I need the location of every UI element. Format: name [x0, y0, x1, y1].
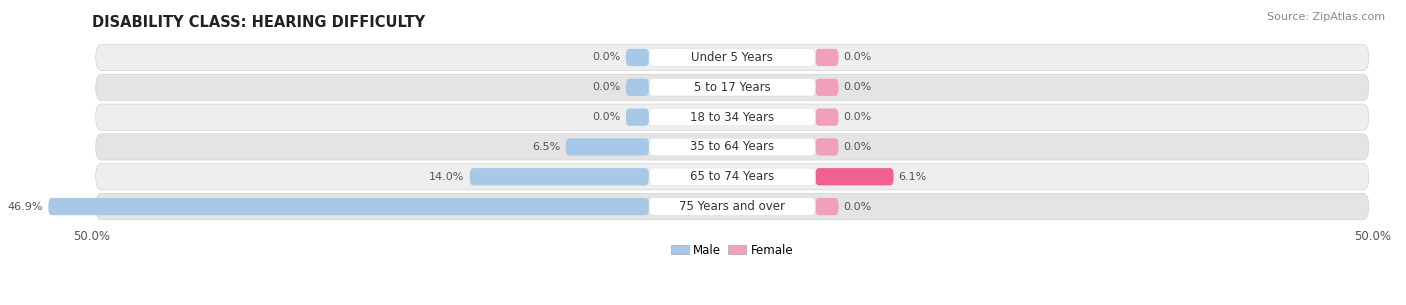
FancyBboxPatch shape [815, 138, 838, 156]
Text: 5 to 17 Years: 5 to 17 Years [693, 81, 770, 94]
FancyBboxPatch shape [96, 44, 1368, 71]
FancyBboxPatch shape [815, 49, 838, 66]
FancyBboxPatch shape [650, 79, 815, 96]
FancyBboxPatch shape [815, 168, 894, 185]
Text: 18 to 34 Years: 18 to 34 Years [690, 111, 775, 124]
Text: 75 Years and over: 75 Years and over [679, 200, 785, 213]
Text: 65 to 74 Years: 65 to 74 Years [690, 170, 775, 183]
FancyBboxPatch shape [815, 198, 838, 215]
FancyBboxPatch shape [96, 134, 1368, 160]
Text: 0.0%: 0.0% [592, 82, 621, 92]
Text: 46.9%: 46.9% [8, 202, 44, 212]
FancyBboxPatch shape [650, 109, 815, 126]
FancyBboxPatch shape [650, 198, 815, 215]
Text: 0.0%: 0.0% [844, 52, 872, 63]
FancyBboxPatch shape [626, 49, 650, 66]
Legend: Male, Female: Male, Female [666, 239, 799, 261]
Text: 0.0%: 0.0% [592, 112, 621, 122]
Text: 6.1%: 6.1% [898, 172, 927, 182]
Text: DISABILITY CLASS: HEARING DIFFICULTY: DISABILITY CLASS: HEARING DIFFICULTY [91, 15, 425, 30]
FancyBboxPatch shape [815, 109, 838, 126]
Text: 14.0%: 14.0% [429, 172, 464, 182]
FancyBboxPatch shape [96, 104, 1368, 130]
Text: 0.0%: 0.0% [844, 112, 872, 122]
Text: 0.0%: 0.0% [844, 142, 872, 152]
Text: Source: ZipAtlas.com: Source: ZipAtlas.com [1267, 12, 1385, 22]
Text: 6.5%: 6.5% [533, 142, 561, 152]
FancyBboxPatch shape [565, 138, 650, 156]
FancyBboxPatch shape [626, 79, 650, 96]
FancyBboxPatch shape [470, 168, 650, 185]
FancyBboxPatch shape [96, 163, 1368, 190]
FancyBboxPatch shape [96, 74, 1368, 100]
FancyBboxPatch shape [96, 193, 1368, 220]
FancyBboxPatch shape [626, 109, 650, 126]
Text: Under 5 Years: Under 5 Years [692, 51, 773, 64]
Text: 0.0%: 0.0% [844, 202, 872, 212]
FancyBboxPatch shape [650, 138, 815, 156]
FancyBboxPatch shape [650, 168, 815, 185]
FancyBboxPatch shape [48, 198, 650, 215]
Text: 0.0%: 0.0% [844, 82, 872, 92]
Text: 35 to 64 Years: 35 to 64 Years [690, 140, 775, 153]
Text: 0.0%: 0.0% [592, 52, 621, 63]
FancyBboxPatch shape [815, 79, 838, 96]
FancyBboxPatch shape [650, 49, 815, 66]
